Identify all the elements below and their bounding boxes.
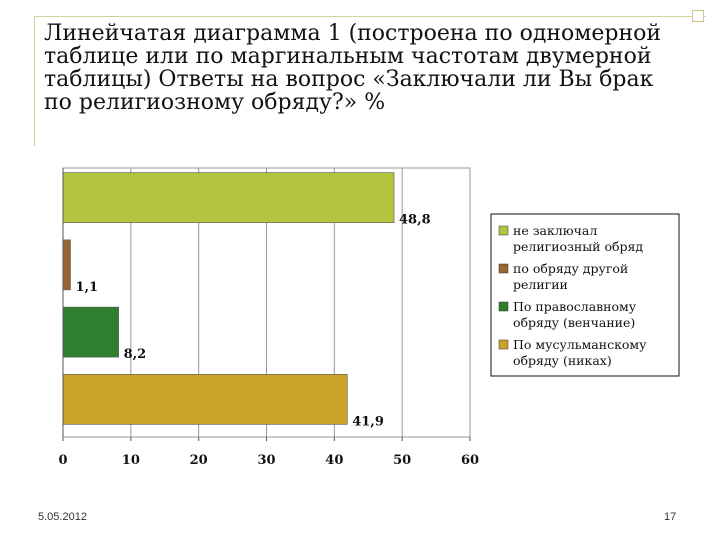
legend-entry: не заключал (513, 223, 597, 238)
left-rule (34, 16, 35, 146)
x-tick-label: 40 (325, 453, 343, 468)
bar (62, 239, 71, 291)
legend-entry: религии (513, 277, 568, 292)
legend-box (490, 213, 680, 377)
x-tick-label: 10 (122, 453, 140, 468)
top-rule (34, 16, 706, 17)
legend-entry: По православному (513, 299, 637, 314)
legend-swatch (498, 225, 509, 236)
x-tick-label: 30 (257, 453, 275, 468)
footer-date: 5.05.2012 (38, 511, 87, 523)
slide-title: Линейчатая диаграмма 1 (построена по одн… (44, 21, 662, 115)
corner-square (692, 10, 704, 22)
data-label: 8,2 (124, 347, 147, 362)
x-tick-label: 50 (393, 453, 411, 468)
legend-swatch (498, 263, 509, 274)
legend-entry: по обряду другой (513, 261, 628, 276)
page-number: 17 (664, 511, 677, 523)
legend-swatch (498, 339, 509, 350)
data-label: 41,9 (352, 414, 384, 429)
legend-swatch (498, 301, 509, 312)
x-tick-label: 20 (190, 453, 208, 468)
data-label: 1,1 (75, 280, 98, 295)
x-tick-label: 60 (461, 453, 479, 468)
bar (62, 172, 395, 223)
legend-entry: По мусульманскому (513, 337, 647, 352)
x-tick-label: 0 (58, 453, 67, 468)
data-label: 48,8 (399, 213, 431, 228)
legend-entry: религиозный обряд (513, 239, 643, 254)
legend-entry: обряду (венчание) (513, 315, 635, 330)
bar (62, 374, 348, 425)
bar (62, 306, 119, 358)
legend-entry: обряду (никах) (513, 353, 612, 368)
